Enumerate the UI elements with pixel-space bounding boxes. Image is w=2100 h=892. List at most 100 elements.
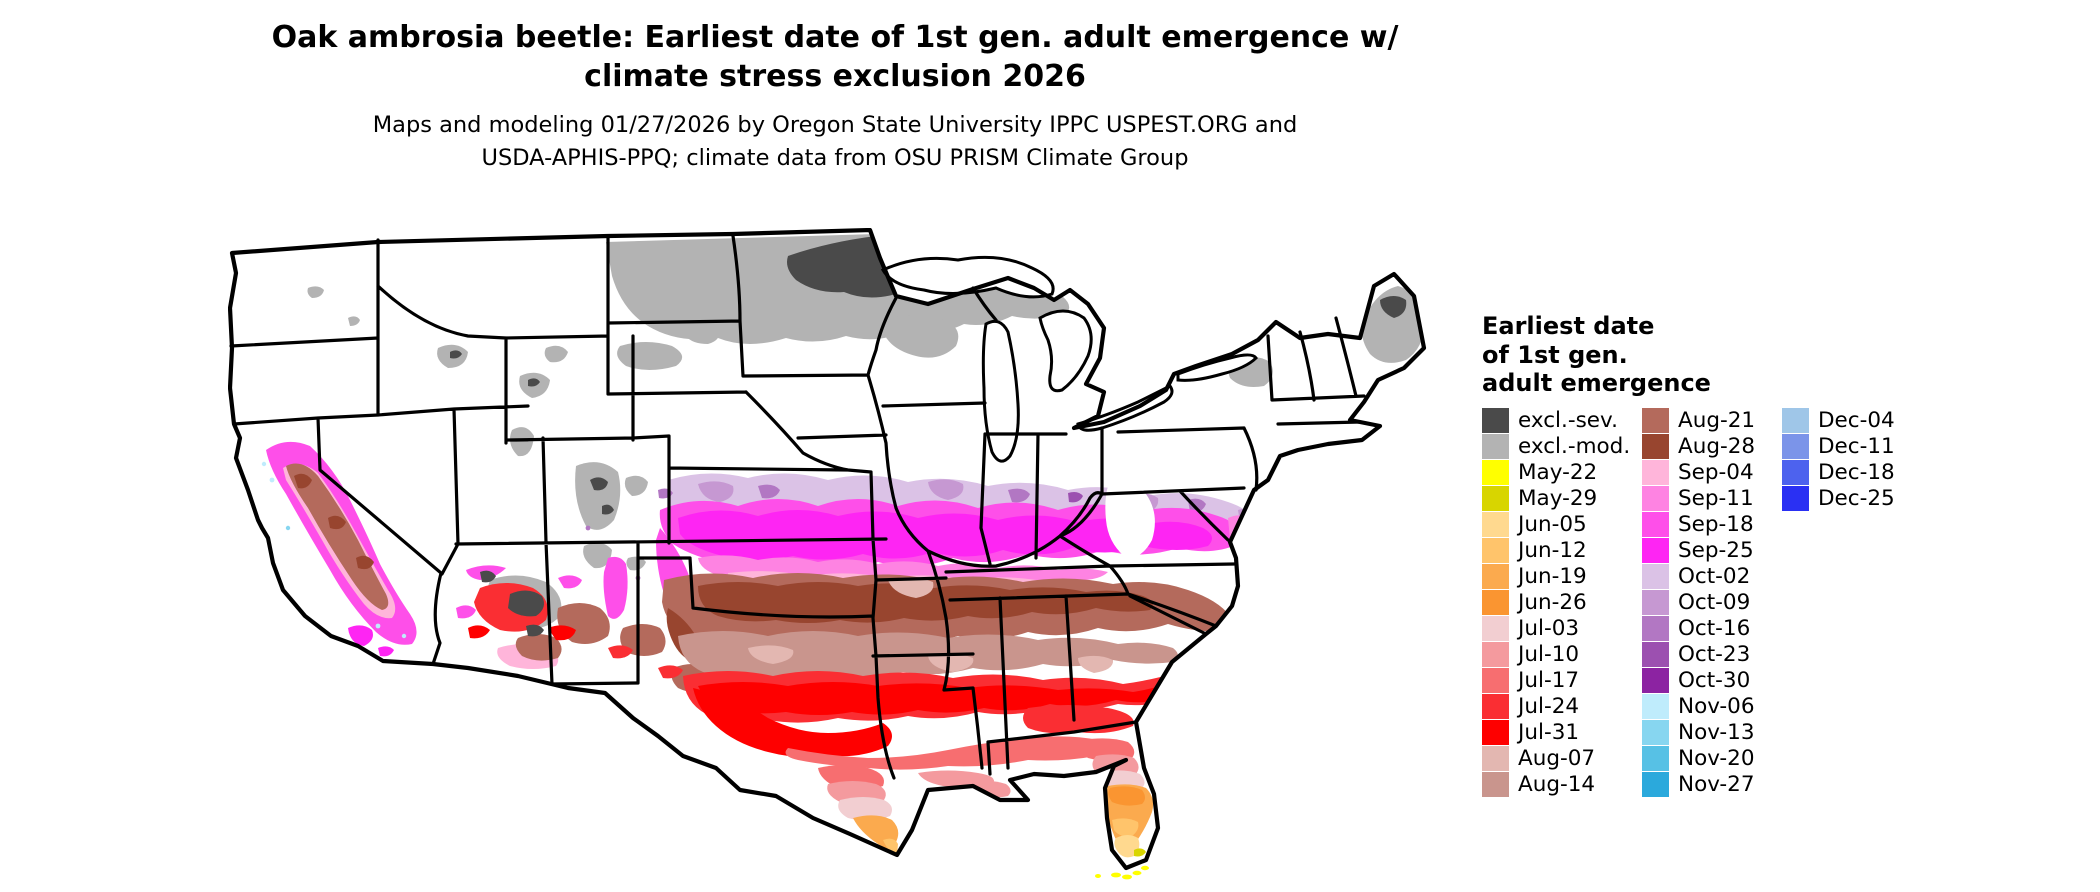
legend-swatch-jun12 (1482, 538, 1509, 563)
legend-label: Sep-25 (1678, 537, 1754, 563)
legend-row: Jul-24 (1482, 694, 1630, 720)
title-block: Oak ambrosia beetle: Earliest date of 1s… (0, 18, 1670, 175)
legend-swatch-nov20 (1642, 746, 1669, 771)
legend-label: Dec-18 (1818, 459, 1895, 485)
legend-swatch-aug07 (1482, 746, 1509, 771)
legend-label: Jul-31 (1518, 719, 1580, 745)
legend-row: Aug-07 (1482, 746, 1630, 772)
legend-label: Jul-03 (1518, 615, 1580, 641)
legend-swatch-sep18 (1642, 512, 1669, 537)
band-exclusion-severe (450, 236, 1407, 637)
map-subtitle-line1: Maps and modeling 01/27/2026 by Oregon S… (372, 112, 1298, 138)
lake-erie (1076, 384, 1174, 432)
us-map-svg (227, 227, 1427, 880)
legend-row: Aug-28 (1642, 434, 1755, 460)
band-june-oranges (853, 784, 1154, 858)
legend-row: May-22 (1482, 460, 1630, 486)
legend-swatch-jul31 (1482, 720, 1509, 745)
legend-column-3: Dec-04 Dec-11 Dec-18 Dec-25 (1782, 408, 1895, 512)
legend-row: Sep-04 (1642, 460, 1755, 486)
legend-label: Jul-17 (1518, 667, 1580, 693)
legend-label: Aug-28 (1678, 433, 1756, 459)
legend-label: Sep-04 (1678, 459, 1754, 485)
legend-swatch-excl_sev (1482, 408, 1509, 433)
legend-label: Sep-11 (1678, 485, 1754, 511)
legend-label: Jul-24 (1518, 693, 1580, 719)
legend-row: Sep-18 (1642, 512, 1755, 538)
map-subtitle-line2: USDA-APHIS-PPQ; climate data from OSU PR… (481, 145, 1189, 171)
legend-swatch-excl_mod (1482, 434, 1509, 459)
legend-swatch-sep25 (1642, 538, 1669, 563)
legend-swatch-dec11 (1782, 434, 1809, 459)
state-borders (229, 234, 1366, 780)
legend-label: Aug-14 (1518, 771, 1596, 797)
legend-row: Jun-19 (1482, 564, 1630, 590)
legend-row: Oct-16 (1642, 616, 1755, 642)
legend-label: Jun-26 (1518, 589, 1587, 615)
legend-row: Aug-14 (1482, 772, 1630, 798)
legend-label: Oct-16 (1678, 615, 1751, 641)
legend-swatch-nov13 (1642, 720, 1669, 745)
legend-swatch-oct09 (1642, 590, 1669, 615)
legend-title-line: of 1st gen. (1482, 340, 1628, 369)
lake-superior (880, 255, 1055, 299)
legend-label: Aug-07 (1518, 745, 1596, 771)
legend-row: Dec-18 (1782, 460, 1895, 486)
legend-row: Oct-23 (1642, 642, 1755, 668)
legend-swatch-aug28 (1642, 434, 1669, 459)
lake-michigan (981, 319, 1020, 463)
legend-row: excl.-sev. (1482, 408, 1630, 434)
legend-row: Jun-12 (1482, 538, 1630, 564)
legend-swatch-sep04 (1642, 460, 1669, 485)
legend-row: Nov-13 (1642, 720, 1755, 746)
legend-swatch-dec04 (1782, 408, 1809, 433)
legend-swatch-jun19 (1482, 564, 1509, 589)
legend-label: excl.-sev. (1518, 407, 1618, 433)
florida-keys-yellow (1095, 865, 1149, 880)
subtitle-block: Maps and modeling 01/27/2026 by Oregon S… (0, 109, 1670, 175)
legend-swatch-jul03 (1482, 616, 1509, 641)
legend-swatch-jun05 (1482, 512, 1509, 537)
legend-title: Earliest date of 1st gen. adult emergenc… (1482, 312, 1711, 398)
great-lakes (880, 255, 1258, 463)
legend-swatch-oct16 (1642, 616, 1669, 641)
legend-row: Oct-09 (1642, 590, 1755, 616)
legend-label: Nov-13 (1678, 719, 1755, 745)
legend-swatch-may29 (1482, 486, 1509, 511)
lake-huron (1038, 309, 1093, 393)
legend-swatch-may22 (1482, 460, 1509, 485)
legend-row: Nov-06 (1642, 694, 1755, 720)
legend-title-line: adult emergence (1482, 369, 1711, 397)
us-map (227, 227, 1460, 892)
legend-row: Aug-21 (1642, 408, 1755, 434)
legend-label: Nov-27 (1678, 771, 1755, 797)
legend-swatch-dec18 (1782, 460, 1809, 485)
appalachian-white-gap (1105, 484, 1155, 558)
legend-swatch-nov06 (1642, 694, 1669, 719)
legend-swatch-jun26 (1482, 590, 1509, 615)
legend-label: Jul-10 (1518, 641, 1580, 667)
band-august-browns (286, 463, 1232, 693)
legend-swatch-oct23 (1642, 642, 1669, 667)
map-title-line2: climate stress exclusion 2026 (584, 59, 1086, 94)
legend-label: Dec-11 (1818, 433, 1895, 459)
legend-label: Oct-23 (1678, 641, 1751, 667)
legend-label: excl.-mod. (1518, 433, 1631, 459)
legend-label: Nov-20 (1678, 745, 1755, 771)
legend-swatch-jul24 (1482, 694, 1509, 719)
legend-row: Jul-03 (1482, 616, 1630, 642)
legend-swatch-jul17 (1482, 668, 1509, 693)
legend-row: May-29 (1482, 486, 1630, 512)
legend-label: Dec-04 (1818, 407, 1895, 433)
legend-columns: excl.-sev. excl.-mod. May-22 May-29 Jun-05 Ju… (1482, 408, 1895, 798)
legend-row: Jul-17 (1482, 668, 1630, 694)
legend-label: Aug-21 (1678, 407, 1756, 433)
legend-label: May-22 (1518, 459, 1598, 485)
legend-swatch-oct02 (1642, 564, 1669, 589)
legend-label: Jun-12 (1518, 537, 1587, 563)
legend-row: Oct-30 (1642, 668, 1755, 694)
legend-row: Jun-26 (1482, 590, 1630, 616)
legend-row: Jul-31 (1482, 720, 1630, 746)
legend-label: Sep-18 (1678, 511, 1754, 537)
